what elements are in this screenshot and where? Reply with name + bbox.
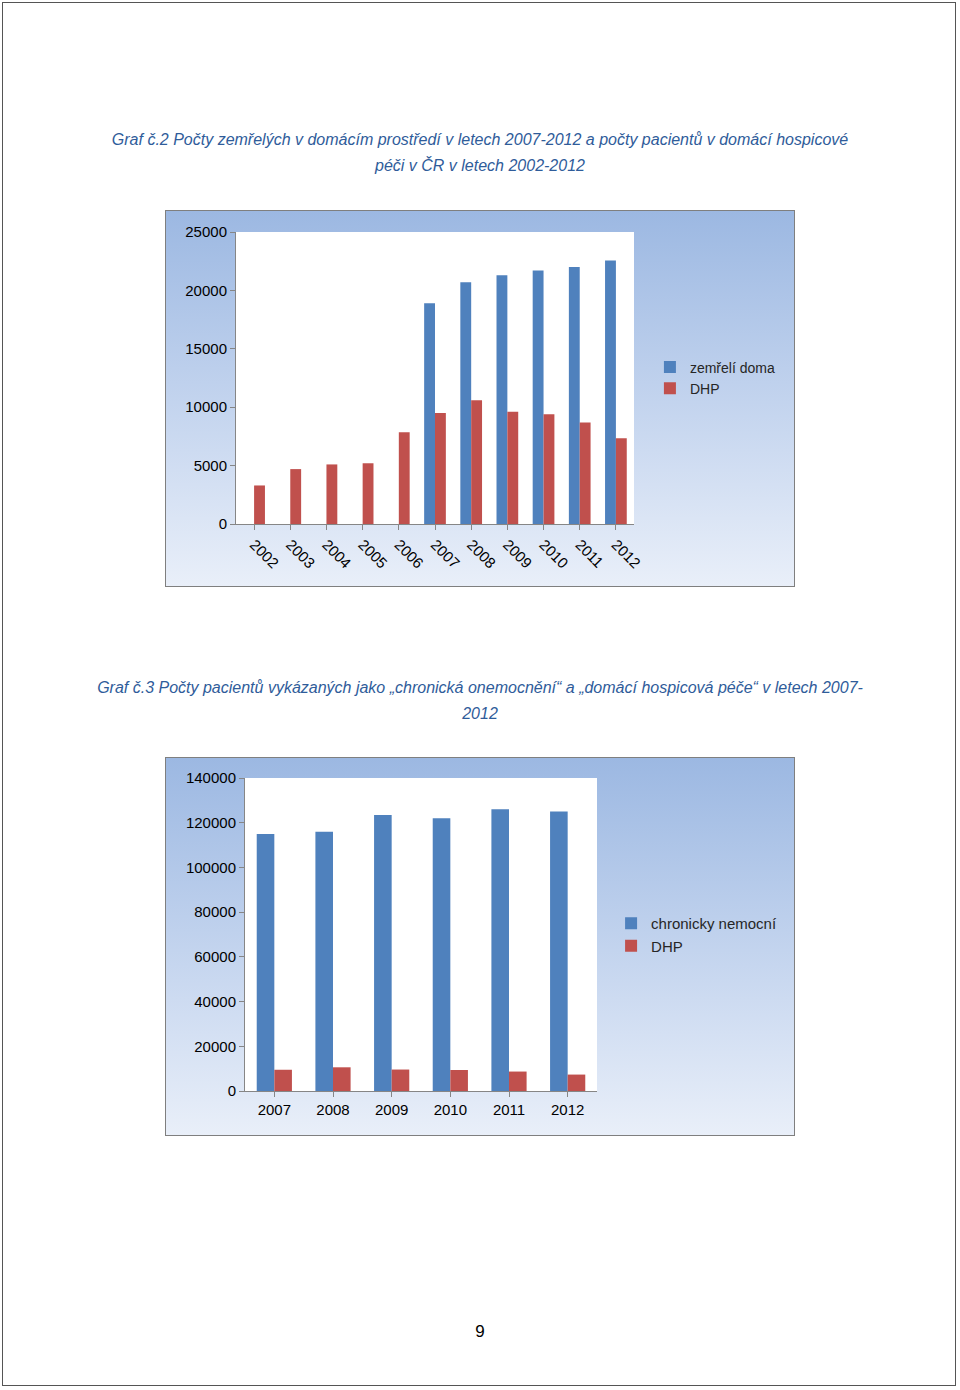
svg-text:80000: 80000 (194, 903, 236, 920)
svg-text:140000: 140000 (186, 769, 236, 786)
svg-text:60000: 60000 (194, 948, 236, 965)
svg-text:chronicky nemocní: chronicky nemocní (651, 915, 777, 932)
svg-text:2006: 2006 (391, 536, 427, 572)
svg-text:120000: 120000 (186, 814, 236, 831)
svg-text:2007: 2007 (258, 1101, 291, 1118)
svg-text:2008: 2008 (464, 536, 500, 572)
svg-text:2010: 2010 (536, 536, 572, 572)
svg-text:2012: 2012 (608, 536, 644, 572)
svg-text:5000: 5000 (194, 457, 227, 474)
svg-text:20000: 20000 (194, 1038, 236, 1055)
svg-text:2002: 2002 (247, 536, 283, 572)
svg-text:20000: 20000 (185, 282, 227, 299)
svg-text:0: 0 (228, 1082, 236, 1099)
html-text:9: 9 (475, 1322, 485, 1341)
svg-text:2012: 2012 (551, 1101, 584, 1118)
svg-text:2005: 2005 (355, 536, 391, 572)
svg-text:2009: 2009 (500, 536, 536, 572)
svg-text:DHP: DHP (651, 938, 683, 955)
html-text:Graf č.3 Počty pacientů vykáza: Graf č.3 Počty pacientů vykázaných jako … (97, 679, 863, 722)
svg-text:2011: 2011 (572, 536, 607, 571)
svg-text:100000: 100000 (186, 859, 236, 876)
svg-text:zemřelí doma: zemřelí doma (690, 360, 775, 376)
svg-text:10000: 10000 (185, 398, 227, 415)
svg-text:2009: 2009 (375, 1101, 408, 1118)
svg-text:15000: 15000 (185, 340, 227, 357)
svg-text:DHP: DHP (690, 381, 720, 397)
svg-text:25000: 25000 (185, 223, 227, 240)
svg-text:2004: 2004 (319, 536, 355, 572)
html-text:Graf č.2 Počty zemřelých v dom: Graf č.2 Počty zemřelých v domácím prost… (111, 131, 849, 174)
svg-text:2008: 2008 (316, 1101, 349, 1118)
svg-text:0: 0 (219, 515, 227, 532)
svg-text:2003: 2003 (283, 536, 319, 572)
svg-text:2010: 2010 (434, 1101, 467, 1118)
svg-text:2011: 2011 (493, 1101, 525, 1118)
svg-text:40000: 40000 (194, 993, 236, 1010)
svg-text:2007: 2007 (428, 536, 464, 572)
